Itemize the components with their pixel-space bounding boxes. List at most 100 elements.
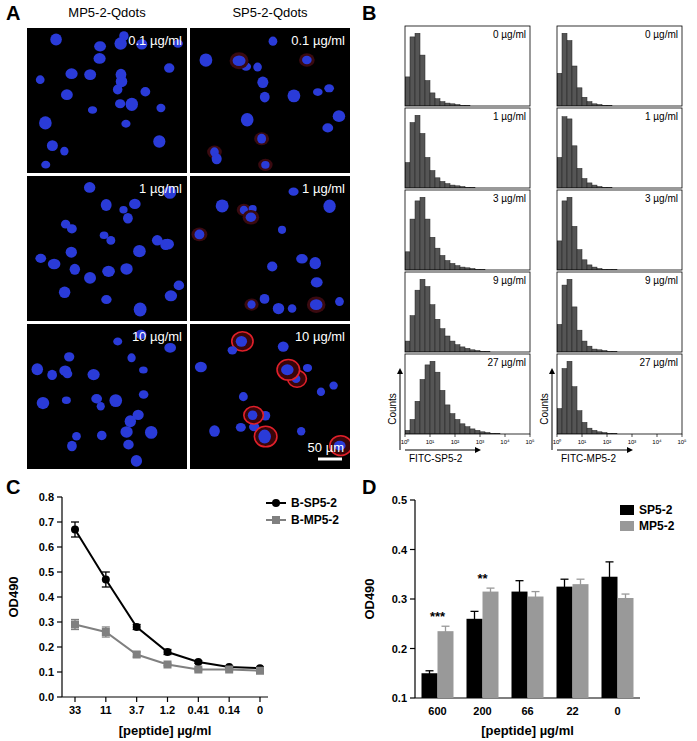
faint-stain <box>230 52 249 69</box>
nucleus <box>311 277 323 287</box>
nucleus <box>140 87 150 96</box>
nucleus <box>313 88 323 96</box>
histogram-bar <box>440 329 445 352</box>
histogram-frame <box>557 190 682 270</box>
histogram-bar <box>567 119 572 188</box>
nucleus <box>41 161 50 169</box>
x-tick-label: 10⁰ <box>553 438 562 445</box>
faint-stain <box>258 159 272 171</box>
histogram-bar <box>440 255 445 270</box>
nucleus <box>257 76 268 88</box>
nucleus <box>296 254 308 264</box>
histogram-bar <box>415 33 420 106</box>
nucleus <box>134 303 147 317</box>
histogram-bar <box>430 171 435 188</box>
faint-stain <box>254 132 269 145</box>
nucleus <box>67 441 77 452</box>
x-tick-label: 10⁴ <box>500 439 510 445</box>
x-tick <box>405 434 406 437</box>
panel-label: A <box>6 2 20 24</box>
concentration-label: 1 µg/ml <box>139 181 182 196</box>
arrow-head <box>397 368 403 374</box>
nucleus <box>317 387 325 396</box>
nucleus <box>322 123 333 132</box>
histogram-bar <box>430 237 435 270</box>
nucleus <box>324 84 334 92</box>
nucleus <box>195 362 207 372</box>
histogram-bar <box>465 427 470 434</box>
histogram-bar <box>567 279 572 352</box>
error-cap <box>71 629 79 630</box>
nucleus <box>64 352 74 361</box>
histogram-label: 27 µg/ml <box>639 357 678 368</box>
data-point <box>133 623 141 631</box>
histogram-bars <box>405 197 485 270</box>
histogram-label: 3 µg/ml <box>645 193 678 204</box>
histogram-bar <box>430 361 435 434</box>
histogram-frame <box>405 190 530 270</box>
concentration-label: 1 µg/ml <box>302 181 345 196</box>
data-point <box>102 628 110 636</box>
histogram-bar <box>592 430 597 434</box>
nucleus <box>174 280 184 290</box>
x-tick-label: 3.7 <box>129 704 144 716</box>
histogram-bars <box>405 33 470 106</box>
histogram-bar <box>410 419 415 434</box>
faint-stain <box>191 227 207 241</box>
error-cap <box>442 626 450 627</box>
y-tick-label: 0.3 <box>392 593 407 605</box>
axis-arrow <box>557 450 627 451</box>
histogram-bar <box>445 336 450 352</box>
nucleus <box>165 290 177 301</box>
nucleus <box>119 206 127 214</box>
y-tick <box>57 546 62 547</box>
y-tick <box>57 696 62 697</box>
x-tick <box>657 434 658 437</box>
nucleus <box>212 153 222 164</box>
histogram-frame <box>405 272 530 352</box>
x-axis-title: FITC-MP5-2 <box>561 453 616 464</box>
y-tick <box>57 621 62 622</box>
micrograph-bg <box>27 28 187 173</box>
error-bar <box>561 579 569 594</box>
histogram-bar <box>582 260 587 270</box>
y-axis-title: OD490 <box>6 576 21 617</box>
nucleus <box>329 381 337 389</box>
concentration-label: 10 µg/ml <box>132 329 182 344</box>
nucleus <box>200 53 213 66</box>
histogram-bar <box>410 37 415 106</box>
error-cap <box>71 521 79 522</box>
histogram-bar <box>415 401 420 434</box>
data-point <box>164 648 172 656</box>
histogram-frame <box>405 108 530 188</box>
histogram-bar <box>415 290 420 352</box>
nucleus <box>94 41 106 51</box>
x-tick <box>167 697 168 702</box>
nucleus <box>102 266 115 277</box>
error-bar <box>426 671 434 676</box>
histogram-bar <box>420 197 425 270</box>
error-bar <box>606 562 614 592</box>
nucleus <box>67 224 77 233</box>
histogram-label: 3 µg/ml <box>493 193 526 204</box>
data-point <box>102 576 110 584</box>
error-stem <box>564 579 565 594</box>
nucleus <box>91 394 102 403</box>
histogram-bar <box>450 414 455 434</box>
histogram-bar <box>572 226 577 270</box>
histogram-bar <box>587 428 592 434</box>
histogram-bar <box>587 346 592 352</box>
histogram-bar <box>465 348 470 352</box>
stained-cell <box>244 406 264 424</box>
arrow-head <box>549 368 555 374</box>
x-tick-label: 10³ <box>628 439 637 445</box>
nucleus <box>35 254 46 263</box>
histogram-bar <box>405 77 410 106</box>
y-tick <box>57 496 62 497</box>
histogram-bars <box>557 197 617 270</box>
histogram-bar <box>445 184 450 188</box>
x-tick <box>582 434 583 437</box>
nucleus <box>278 226 286 234</box>
error-cap <box>71 536 79 537</box>
error-stem <box>429 671 430 676</box>
